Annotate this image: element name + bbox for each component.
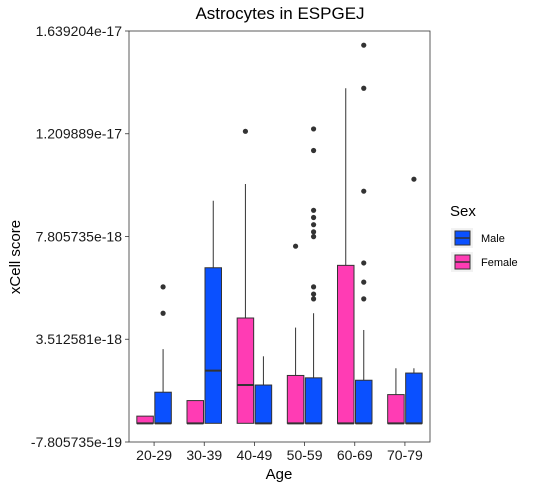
box-female-60-69 [337, 88, 355, 425]
outlier-point [242, 128, 249, 134]
box-female-50-59 [286, 243, 305, 425]
box-female-40-49 [236, 128, 255, 424]
x-tick-label: 30-39 [186, 447, 222, 463]
y-tick-label: 7.805735e-18 [36, 228, 123, 244]
outlier-point [361, 85, 367, 91]
y-axis-title: xCell score [7, 220, 24, 294]
y-tick-label: 3.512581e-18 [36, 331, 123, 347]
box-body [154, 391, 172, 424]
outlier-point [160, 284, 166, 290]
y-tick-label: -7.805735e-19 [31, 434, 122, 450]
box-male-60-69 [355, 42, 373, 425]
outlier-point [292, 243, 299, 249]
legend: Sex Male Female [450, 203, 518, 272]
y-axis: -7.805735e-19 3.512581e-18 7.805735e-18 1.2… [31, 23, 129, 450]
box-male-70-79 [405, 176, 423, 425]
box-layer [136, 42, 423, 425]
box-male-50-59 [304, 126, 323, 425]
outlier-point [310, 229, 317, 235]
box-body [186, 400, 204, 424]
outlier-point [310, 284, 317, 290]
x-tick-label: 50-59 [287, 447, 323, 463]
outlier-point [310, 214, 317, 221]
box-body [355, 379, 373, 424]
outlier-point [361, 260, 367, 266]
legend-title: Sex [450, 203, 476, 220]
outlier-point [361, 279, 367, 285]
outlier-point [160, 310, 166, 316]
outlier-point [411, 176, 417, 182]
legend-label-male: Male [481, 233, 505, 245]
outlier-point [310, 207, 317, 213]
box-female-30-39 [186, 400, 204, 425]
outlier-point [361, 188, 367, 194]
box-body [405, 372, 423, 424]
box-body [254, 384, 273, 424]
x-axis: 20-29 30-39 40-49 50-59 60-69 70-79 [136, 442, 423, 463]
chart-title: Astrocytes in ESPGEJ [195, 4, 364, 23]
outlier-point [310, 291, 317, 297]
x-tick-label: 40-49 [237, 447, 273, 463]
x-axis-title: Age [266, 466, 293, 483]
y-tick-label: 1.639204e-17 [36, 23, 123, 39]
box-body [136, 415, 154, 424]
plot-panel [128, 30, 431, 443]
box-body [236, 317, 255, 424]
box-body [387, 394, 405, 424]
box-female-70-79 [387, 368, 405, 425]
x-tick-label: 60-69 [337, 447, 373, 463]
outlier-point [310, 147, 317, 154]
outlier-point [361, 296, 367, 302]
outlier-point [361, 42, 367, 48]
y-tick-label: 1.209889e-17 [36, 126, 123, 142]
x-tick-label: 20-29 [136, 447, 172, 463]
box-body [204, 267, 222, 424]
box-female-20-29 [136, 415, 154, 425]
box-male-40-49 [254, 356, 273, 425]
box-body [337, 264, 355, 424]
x-tick-label: 70-79 [387, 447, 423, 463]
outlier-point [310, 234, 317, 240]
outlier-point [310, 126, 317, 132]
outlier-point [310, 222, 317, 228]
box-male-30-39 [204, 200, 222, 424]
box-body [304, 377, 323, 424]
legend-label-female: Female [481, 257, 518, 269]
outlier-point [310, 296, 317, 302]
box-body [286, 374, 305, 424]
box-male-20-29 [154, 284, 172, 425]
